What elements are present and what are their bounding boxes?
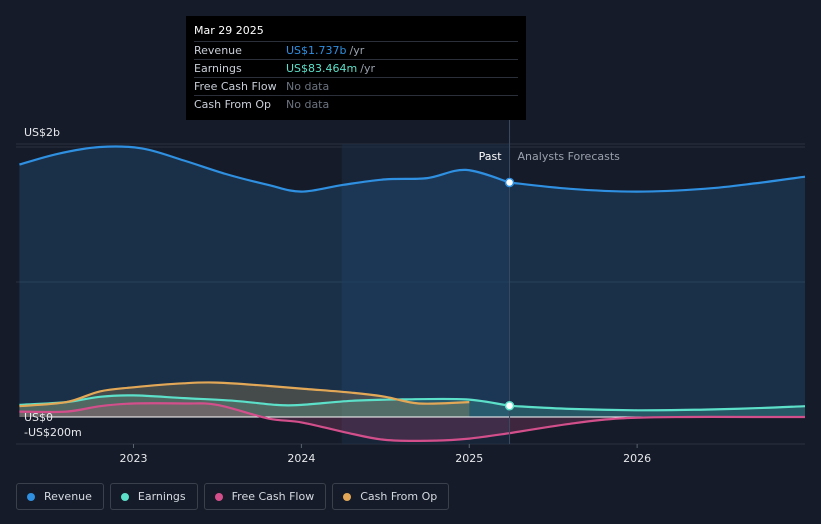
financial-chart: Past Analysts Forecasts US$2b US$0 -US$200m 2… [16,120,806,465]
line-earnings-forecast [509,404,806,412]
tooltip-value: No data [286,98,330,111]
tooltip-row-revenue: Revenue US$1.737b /yr [194,41,518,59]
legend-label: Cash From Op [360,490,438,503]
forecast-label: Analysts Forecasts [518,150,621,163]
legend-label: Earnings [137,490,186,503]
tooltip-row-free-cash-flow: Free Cash Flow No data [194,77,518,95]
x-tick-label: 2025 [455,452,483,465]
line-revenue-forecast [509,175,806,193]
tooltip-date: Mar 29 2025 [194,24,264,37]
y-axis-label: US$0 [24,411,53,424]
chart-tooltip: Mar 29 2025 Revenue US$1.737b /yr Earnin… [186,16,526,120]
area-cash-from-op [19,382,470,417]
line-free-cash-flow-past [19,402,510,443]
y-axis-label: -US$200m [24,426,82,439]
legend-dot-icon [120,492,129,501]
tooltip-value: US$83.464m [286,62,358,75]
line-free-cash-flow-forecast [509,415,805,435]
legend-item-free-cash-flow[interactable]: Free Cash Flow [203,483,327,510]
tooltip-unit: /yr [349,44,365,57]
legend-item-cash-from-op[interactable]: Cash From Op [332,483,450,510]
tooltip-value: No data [286,80,330,93]
marker-revenue [504,177,515,188]
tooltip-label: Revenue [194,44,242,57]
tooltip-label: Earnings [194,62,242,75]
tooltip-label: Free Cash Flow [194,80,277,93]
legend-dot-icon [214,492,223,501]
legend-item-revenue[interactable]: Revenue [16,483,104,510]
tooltip-unit: /yr [360,62,375,75]
past-label: Past [479,150,503,163]
x-tick-label: 2023 [120,452,148,465]
chart-legend: Revenue Earnings Free Cash Flow Cash Fro… [16,483,450,510]
legend-label: Revenue [44,490,92,503]
line-cash-from-op-past [19,381,470,408]
legend-dot-icon [343,492,352,501]
line-earnings-past [19,394,510,407]
marker-earnings [504,401,515,411]
area-free-cash-flow [19,403,805,441]
legend-dot-icon [27,492,35,501]
y-axis-label: US$2b [24,126,60,139]
tooltip-row-cash-from-op: Cash From Op No data [194,95,518,113]
line-revenue-past [19,145,510,193]
tooltip-label: Cash From Op [194,98,272,111]
tooltip-row-earnings: Earnings US$83.464m /yr [194,59,518,77]
legend-item-earnings[interactable]: Earnings [109,483,198,510]
area-revenue [19,146,805,417]
x-tick-label: 2026 [623,452,651,465]
legend-label: Free Cash Flow [231,490,315,503]
tooltip-value: US$1.737b [286,44,347,57]
x-tick-label: 2024 [287,452,315,465]
